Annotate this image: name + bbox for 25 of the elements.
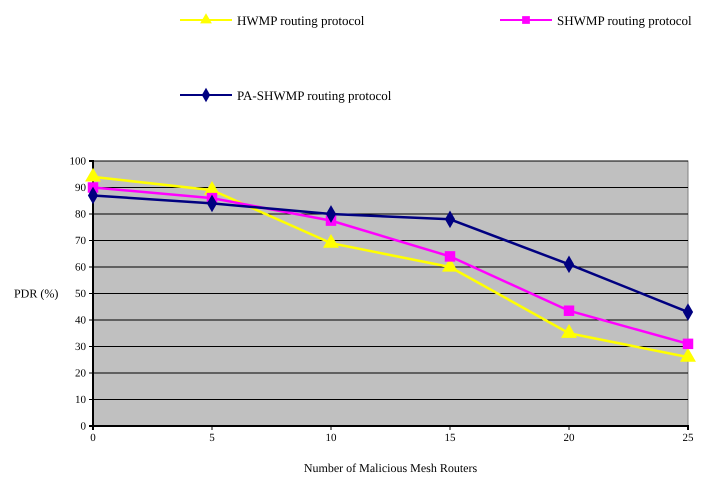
x-tick-label: 20 [564, 432, 575, 444]
y-tick-label: 50 [75, 288, 86, 300]
legend-label: PA-SHWMP routing protocol [237, 88, 392, 103]
y-tick-label: 90 [75, 182, 86, 194]
x-tick-label: 0 [90, 432, 96, 444]
y-tick-label: 100 [70, 156, 86, 168]
y-tick-label: 60 [75, 262, 86, 274]
y-tick-label: 10 [75, 394, 86, 406]
point [564, 305, 574, 316]
x-tick-label: 5 [209, 432, 216, 444]
y-tick-label: 30 [75, 341, 86, 354]
y-axis-title: PDR (%) [14, 286, 58, 300]
y-tick-label: 20 [75, 368, 86, 380]
y-tick-label: 40 [75, 314, 86, 327]
legend-label: SHWMP routing protocol [557, 13, 692, 28]
point [682, 338, 694, 350]
point [444, 251, 456, 262]
x-tick-label: 25 [682, 432, 694, 444]
y-tick-label: 70 [75, 235, 86, 248]
x-tick-label: 15 [444, 432, 456, 444]
y-tick-label: 0 [80, 420, 86, 433]
x-tick-label: 10 [326, 432, 337, 444]
legend-label: HWMP routing protocol [237, 13, 365, 28]
y-tick-label: 80 [75, 208, 86, 221]
x-axis-title: Number of Malicious Mesh Routers [304, 461, 478, 475]
